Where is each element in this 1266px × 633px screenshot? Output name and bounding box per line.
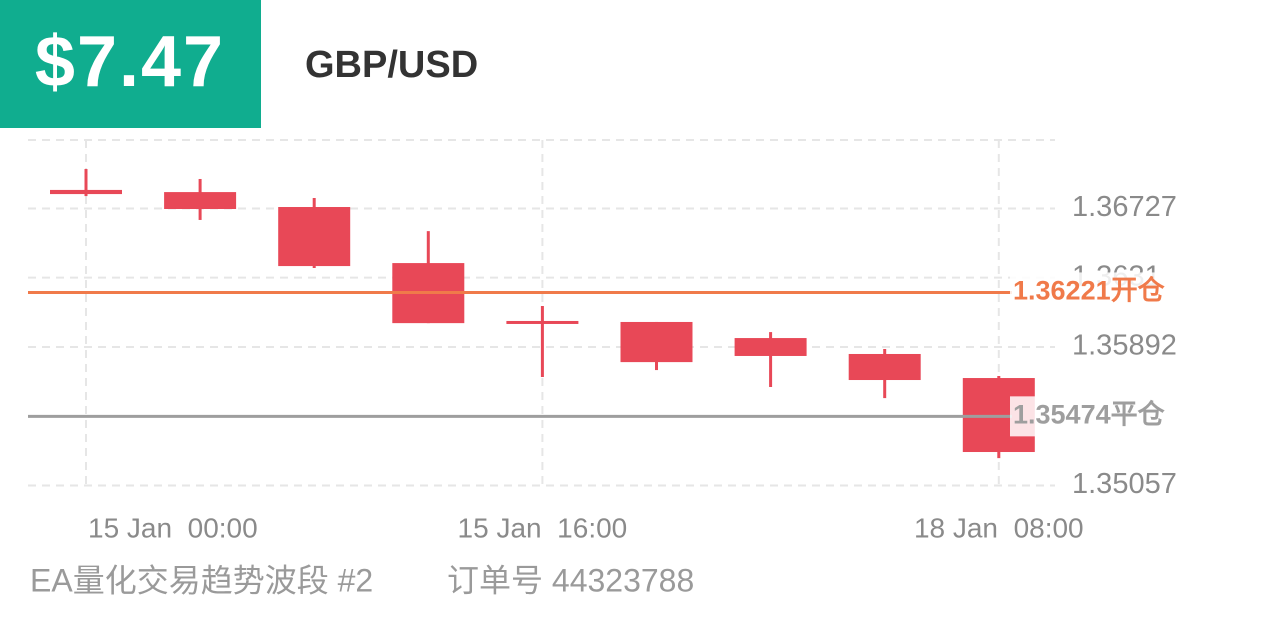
y-tick-label: 1.35892: [1072, 330, 1177, 362]
candle-body: [734, 338, 807, 356]
x-tick-label: 18 Jan 08:00: [914, 512, 1084, 543]
candle-body: [278, 207, 351, 267]
candle-body: [164, 192, 237, 210]
y-tick-label: 1.36727: [1072, 191, 1177, 223]
strategy-name: EA量化交易趋势波段 #2: [30, 562, 373, 598]
order-number: 订单号 44323788: [447, 562, 694, 598]
symbol: GBP/USD: [305, 44, 478, 86]
price-line-label: 1.35474平仓: [1013, 399, 1166, 429]
x-tick-label: 15 Jan 00:00: [88, 512, 258, 543]
price-label-bg: [1010, 396, 1190, 437]
candle-body: [848, 353, 921, 381]
candle-body: [50, 189, 122, 195]
y-tick-label: 1.35057: [1072, 468, 1177, 500]
candle-body: [506, 320, 579, 324]
price-line-label: 1.36221开仓: [1013, 276, 1166, 306]
candle-body: [620, 321, 693, 363]
profit-badge: [0, 0, 261, 128]
price-label-bg: [1010, 272, 1190, 313]
x-tick-label: 15 Jan 16:00: [458, 512, 628, 543]
profit-amount: $7.47: [35, 22, 225, 102]
